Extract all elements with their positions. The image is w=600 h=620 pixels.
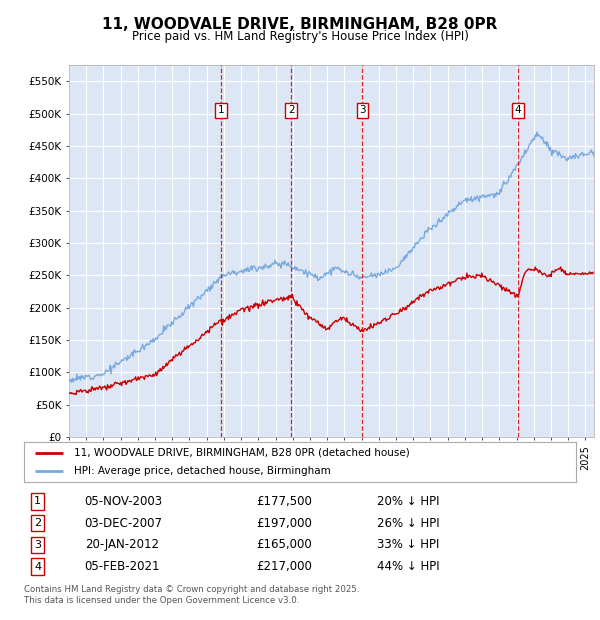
Text: HPI: Average price, detached house, Birmingham: HPI: Average price, detached house, Birm… [74,466,331,477]
Text: Price paid vs. HM Land Registry's House Price Index (HPI): Price paid vs. HM Land Registry's House … [131,30,469,43]
Text: £217,000: £217,000 [256,560,312,573]
Text: 05-FEB-2021: 05-FEB-2021 [85,560,160,573]
Text: 3: 3 [34,540,41,550]
Text: This data is licensed under the Open Government Licence v3.0.: This data is licensed under the Open Gov… [24,596,299,606]
Text: 2: 2 [34,518,41,528]
Text: 4: 4 [515,105,521,115]
Text: 11, WOODVALE DRIVE, BIRMINGHAM, B28 0PR: 11, WOODVALE DRIVE, BIRMINGHAM, B28 0PR [103,17,497,32]
Text: £165,000: £165,000 [256,538,311,551]
Text: 11, WOODVALE DRIVE, BIRMINGHAM, B28 0PR (detached house): 11, WOODVALE DRIVE, BIRMINGHAM, B28 0PR … [74,448,409,458]
Text: £177,500: £177,500 [256,495,312,508]
Text: 05-NOV-2003: 05-NOV-2003 [85,495,163,508]
Text: 33% ↓ HPI: 33% ↓ HPI [377,538,440,551]
Text: Contains HM Land Registry data © Crown copyright and database right 2025.: Contains HM Land Registry data © Crown c… [24,585,359,594]
Text: 26% ↓ HPI: 26% ↓ HPI [377,516,440,529]
Text: 20-JAN-2012: 20-JAN-2012 [85,538,159,551]
Text: 2: 2 [288,105,295,115]
Text: 3: 3 [359,105,366,115]
Text: 44% ↓ HPI: 44% ↓ HPI [377,560,440,573]
Text: 1: 1 [218,105,224,115]
Text: 20% ↓ HPI: 20% ↓ HPI [377,495,440,508]
Text: £197,000: £197,000 [256,516,312,529]
Text: 1: 1 [34,497,41,507]
Text: 4: 4 [34,562,41,572]
Text: 03-DEC-2007: 03-DEC-2007 [85,516,163,529]
